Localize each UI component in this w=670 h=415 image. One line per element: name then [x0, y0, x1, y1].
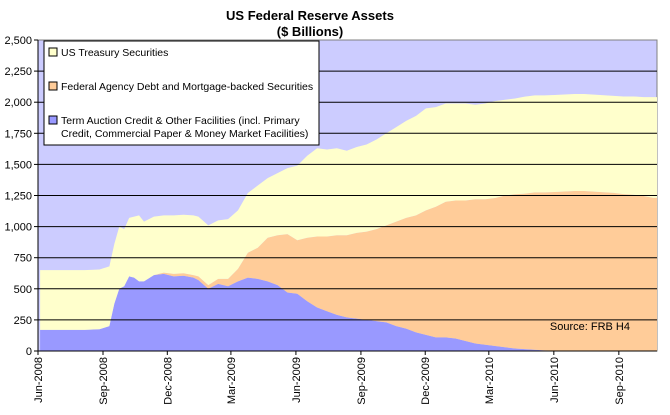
chart-title: US Federal Reserve Assets: [226, 8, 394, 23]
x-tick-label: Jun-2009: [291, 357, 303, 403]
x-tick-label: Sep-2010: [614, 357, 626, 405]
legend-label: Federal Agency Debt and Mortgage-backed …: [61, 81, 313, 93]
chart-subtitle: ($ Billions): [277, 24, 343, 39]
y-tick-label: 250: [14, 315, 32, 327]
x-tick-label: Mar-2009: [226, 357, 238, 404]
y-tick-label: 0: [26, 346, 32, 358]
x-tick-label: Dec-2009: [420, 357, 432, 405]
x-tick-label: Dec-2008: [162, 357, 174, 405]
area-series-3: [40, 93, 657, 330]
x-tick-label: Mar-2010: [484, 357, 496, 404]
legend-swatch: [48, 115, 58, 125]
x-tick-label: Sep-2009: [356, 357, 368, 405]
y-tick-label: 500: [14, 284, 32, 296]
plot-area: 0 250 500 750 1,000 1,250 1,500 1,750 2,000 2,250…: [4, 35, 658, 405]
source-note: Source: FRB H4: [550, 321, 630, 333]
legend-label: Term Auction Credit & Other Facilities (…: [61, 115, 308, 140]
y-tick-label: 1,500: [4, 159, 32, 171]
y-tick-label: 1,250: [4, 191, 32, 203]
legend-label-line: Term Auction Credit & Other Facilities (…: [61, 115, 300, 127]
y-tick-label: 1,000: [4, 222, 32, 234]
y-tick-label: 2,250: [4, 66, 32, 78]
legend-label: US Treasury Securities: [61, 47, 168, 59]
area-series-2: [40, 191, 657, 351]
legend-box: [43, 40, 320, 146]
y-tick-label: 2,500: [4, 35, 32, 47]
y-tick-label: 1,750: [4, 128, 32, 140]
y-tick-label: 750: [14, 253, 32, 265]
x-tick-label: Jun-2008: [33, 357, 45, 403]
x-tick-label: Sep-2008: [98, 357, 110, 405]
y-tick-label: 2,000: [4, 97, 32, 109]
legend-label-line: Credit, Commercial Paper & Money Market …: [61, 128, 308, 140]
area-series-1: [40, 273, 657, 351]
legend-swatch: [48, 47, 58, 57]
legend-swatch: [48, 81, 58, 91]
legend: US Treasury Securities Federal Agency Deb…: [43, 40, 320, 146]
x-tick-label: Jun-2010: [549, 357, 561, 403]
